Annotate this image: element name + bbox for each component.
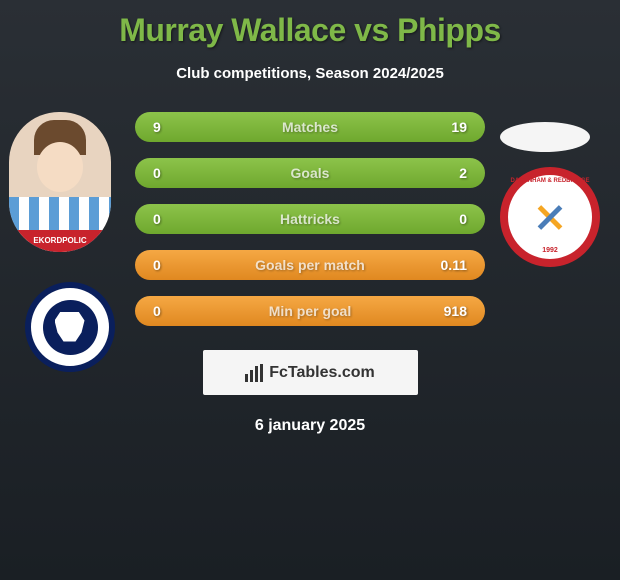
badge2-year: 1992 bbox=[508, 247, 592, 254]
stat-label: Hattricks bbox=[280, 211, 340, 227]
stat-row: 0 Goals per match 0.11 bbox=[135, 250, 485, 280]
stat-row: 0 Goals 2 bbox=[135, 158, 485, 188]
stat-left-value: 0 bbox=[153, 165, 183, 181]
hammers-icon bbox=[533, 200, 568, 235]
stat-right-value: 918 bbox=[437, 303, 467, 319]
stats-table: 9 Matches 19 0 Goals 2 0 Hattricks 0 0 Goals per m… bbox=[135, 112, 485, 326]
stat-row: 0 Min per goal 918 bbox=[135, 296, 485, 326]
chart-icon bbox=[245, 364, 263, 382]
stat-label: Min per goal bbox=[269, 303, 351, 319]
stat-right-value: 0 bbox=[437, 211, 467, 227]
subtitle: Club competitions, Season 2024/2025 bbox=[0, 65, 620, 82]
badge2-name: DAGENHAM & REDBRIDGE bbox=[508, 178, 592, 184]
fctables-branding[interactable]: FcTables.com bbox=[203, 350, 418, 395]
stat-row: 9 Matches 19 bbox=[135, 112, 485, 142]
lion-icon bbox=[55, 312, 85, 342]
stat-label: Matches bbox=[282, 119, 338, 135]
stat-label: Goals per match bbox=[255, 257, 365, 273]
stat-left-value: 0 bbox=[153, 257, 183, 273]
stat-left-value: 0 bbox=[153, 303, 183, 319]
stat-right-value: 19 bbox=[437, 119, 467, 135]
stat-left-value: 0 bbox=[153, 211, 183, 227]
stat-row: 0 Hattricks 0 bbox=[135, 204, 485, 234]
stat-right-value: 2 bbox=[437, 165, 467, 181]
branding-text: FcTables.com bbox=[269, 364, 375, 382]
player1-avatar: EKORDPOLIC bbox=[9, 112, 111, 252]
date-label: 6 january 2025 bbox=[0, 417, 620, 435]
avatar-placeholder: EKORDPOLIC bbox=[9, 112, 111, 252]
club-badge-2: DAGENHAM & REDBRIDGE 1992 bbox=[500, 167, 600, 267]
player2-avatar bbox=[500, 122, 590, 152]
club-badge-1 bbox=[25, 282, 115, 372]
jersey-sponsor-text: EKORDPOLIC bbox=[9, 230, 111, 252]
stat-left-value: 9 bbox=[153, 119, 183, 135]
comparison-content: EKORDPOLIC DAGENHAM & REDBRIDGE 1992 9 Ma… bbox=[0, 112, 620, 435]
stat-right-value: 0.11 bbox=[437, 257, 467, 273]
stat-label: Goals bbox=[291, 165, 330, 181]
page-title: Murray Wallace vs Phipps bbox=[0, 0, 620, 49]
